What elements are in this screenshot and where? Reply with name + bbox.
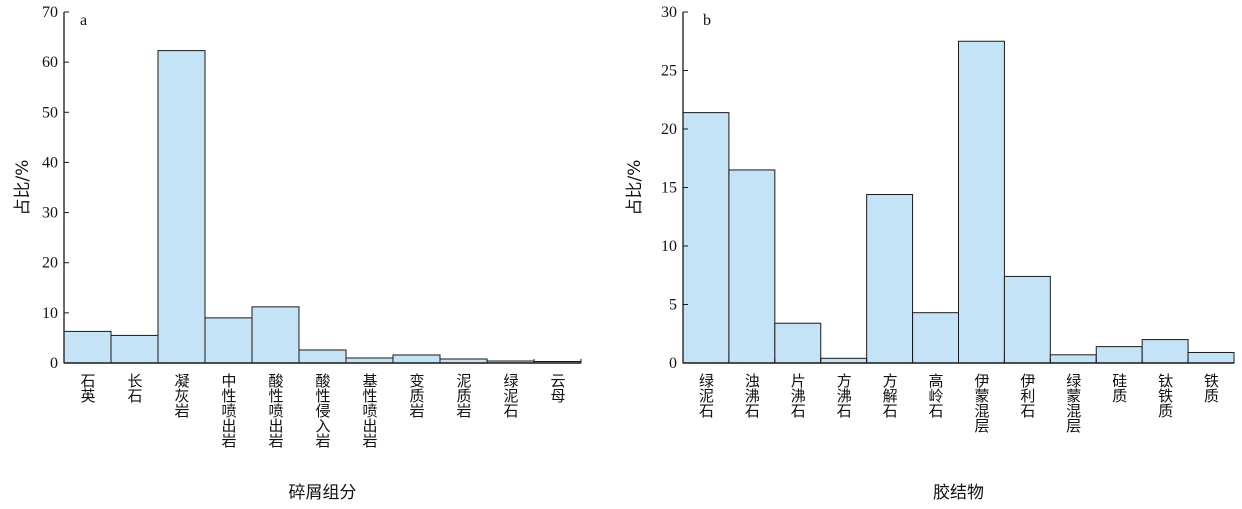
x-tick-label: 伊利石 <box>1018 373 1036 418</box>
x-tick-label: 高岭石 <box>927 373 945 418</box>
x-tick-label: 石英 <box>79 373 97 403</box>
x-tick-label: 长石 <box>126 373 144 403</box>
x-tick-label: 钛铁质 <box>1156 373 1174 418</box>
y-tick-label: 30 <box>661 4 677 21</box>
x-tick-label: 泥质岩 <box>455 373 473 418</box>
y-tick-label: 0 <box>669 355 677 372</box>
x-tick-label: 变质岩 <box>408 373 426 418</box>
bar-高岭石 <box>912 312 959 364</box>
x-tick-label: 云母 <box>549 373 567 404</box>
panel-label: b <box>703 12 711 29</box>
x-tick-label: 硅质 <box>1110 373 1128 403</box>
y-tick-label: 60 <box>42 54 58 71</box>
x-tick-label: 伊蒙混层 <box>972 373 990 433</box>
bar-中性喷出岩 <box>204 317 253 364</box>
y-tick-label: 20 <box>42 255 58 272</box>
x-axis-title: 碎屑组分 <box>289 483 357 503</box>
x-tick-label: 方解石 <box>881 373 899 418</box>
bar-硅质 <box>1095 346 1143 364</box>
y-tick-label: 25 <box>661 63 677 80</box>
panel-label: a <box>80 12 87 29</box>
x-tick-label: 酸性侵入岩 <box>314 373 332 448</box>
x-tick-label: 浊沸石 <box>743 373 761 418</box>
x-tick-label: 方沸石 <box>835 373 853 418</box>
x-axis-title: 胶结物 <box>933 483 984 503</box>
bar-绿蒙混层 <box>1049 354 1097 364</box>
y-tick-label: 0 <box>50 355 58 372</box>
chart-panel-a: 0 10 20 30 40 50 60 70 石英 长石 凝灰岩 中性喷出岩 酸性喷出岩 酸性侵入岩 基性喷… <box>13 4 582 503</box>
x-tick-label: 片沸石 <box>789 373 807 418</box>
x-tick-label: 绿蒙混层 <box>1064 373 1082 433</box>
y-tick-label: 30 <box>42 205 58 222</box>
y-tick-label: 50 <box>42 104 58 121</box>
x-tick-label: 基性喷出岩 <box>361 373 379 448</box>
bar-伊利石 <box>1003 275 1051 364</box>
x-tick-label: 绿泥石 <box>502 373 520 418</box>
bar-铁质 <box>1187 351 1235 364</box>
bar-长石 <box>110 334 159 364</box>
y-tick-label: 20 <box>661 121 677 138</box>
y-tick-label: 10 <box>661 238 677 255</box>
bar-方解石 <box>866 194 914 364</box>
bar-酸性喷出岩 <box>251 306 300 364</box>
x-tick-label: 凝灰岩 <box>173 373 191 418</box>
y-axis-title: 占比/% <box>625 160 645 216</box>
bar-钛铁质 <box>1141 339 1189 364</box>
x-tick-label: 酸性喷出岩 <box>267 373 285 448</box>
bar-片沸石 <box>774 322 822 364</box>
y-tick-label: 40 <box>42 154 58 171</box>
bar-伊蒙混层 <box>958 40 1005 364</box>
y-axis-title: 占比/% <box>13 160 33 216</box>
bar-石英 <box>63 330 112 364</box>
bar-凝灰岩 <box>157 50 206 364</box>
y-tick-label: 15 <box>661 180 677 197</box>
bar-变质岩 <box>392 354 441 364</box>
y-tick-label: 70 <box>42 4 58 21</box>
x-tick-label: 中性喷出岩 <box>220 373 238 448</box>
x-tick-label: 铁质 <box>1202 373 1220 403</box>
y-tick-label: 10 <box>42 305 58 322</box>
x-tick-label: 绿泥石 <box>697 373 715 418</box>
bar-浊沸石 <box>728 169 776 364</box>
bar-酸性侵入岩 <box>298 349 347 364</box>
y-tick-label: 5 <box>669 297 677 314</box>
chart-panel-b: 0 5 10 15 20 25 30 绿泥石 浊沸石 片沸石 方沸石 方解石 高岭石 伊蒙混层 伊利石 绿蒙混… <box>625 4 1235 503</box>
bar-绿泥石 <box>682 112 730 364</box>
